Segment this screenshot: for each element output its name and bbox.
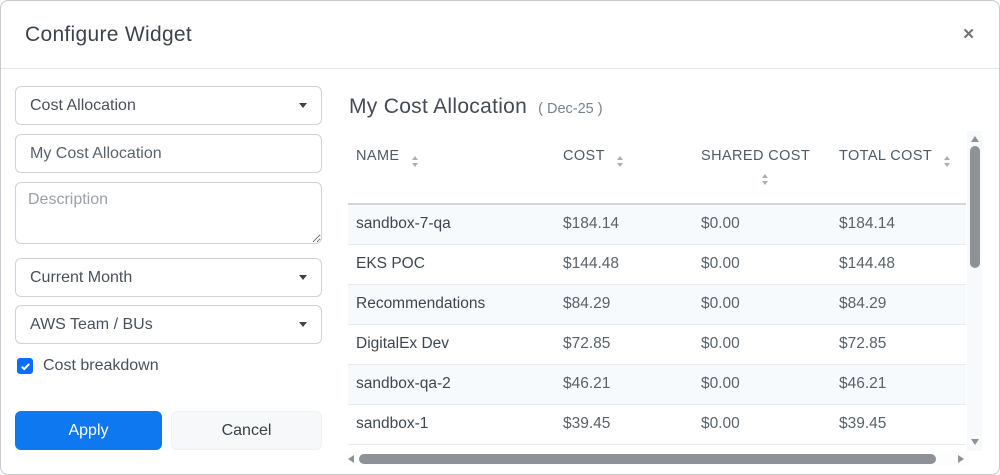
- widget-form: Cost Allocation Current Month AWS Team /…: [15, 86, 322, 450]
- cell-total_cost: $46.21: [831, 364, 966, 405]
- scroll-left-icon[interactable]: [348, 454, 354, 463]
- cell-shared_cost: $0.00: [693, 324, 831, 365]
- cell-shared_cost: $0.00: [693, 284, 831, 325]
- chevron-down-icon: [299, 103, 307, 108]
- cell-shared_cost: $0.00: [693, 404, 831, 445]
- check-icon: [20, 362, 30, 371]
- grouping-select[interactable]: AWS Team / BUs: [15, 305, 322, 344]
- scroll-right-icon[interactable]: [958, 454, 964, 463]
- sort-icon: [411, 156, 418, 167]
- table-row: sandbox-7-qa $184.14 $0.00 $184.14: [348, 204, 966, 245]
- cost-breakdown-checkbox[interactable]: Cost breakdown: [17, 357, 322, 375]
- table-row: DigitalEx Dev $72.85 $0.00 $72.85: [348, 324, 966, 365]
- cell-name: sandbox-qa-2: [348, 364, 555, 405]
- column-header-total-cost[interactable]: TOTAL COST: [831, 134, 966, 205]
- cell-shared_cost: $0.00: [693, 364, 831, 405]
- cost-breakdown-label: Cost breakdown: [43, 357, 159, 374]
- cell-name: EKS POC: [348, 244, 555, 285]
- dialog-actions: Apply Cancel: [15, 411, 322, 450]
- cell-total_cost: $72.85: [831, 324, 966, 365]
- cell-name: sandbox-1: [348, 404, 555, 445]
- checkbox-checked: [17, 358, 33, 374]
- cell-cost: $39.45: [555, 404, 693, 445]
- description-textarea[interactable]: [15, 182, 322, 244]
- preview-period-badge: ( Dec-25 ): [538, 101, 603, 117]
- cell-name: sandbox-7-qa: [348, 204, 555, 245]
- cell-total_cost: $84.29: [831, 284, 966, 325]
- apply-button[interactable]: Apply: [15, 411, 162, 450]
- scroll-up-icon[interactable]: [970, 136, 979, 142]
- cell-shared_cost: $0.00: [693, 244, 831, 285]
- period-value: Current Month: [30, 268, 133, 286]
- cell-cost: $144.48: [555, 244, 693, 285]
- cell-total_cost: $39.45: [831, 404, 966, 445]
- cell-cost: $46.21: [555, 364, 693, 405]
- widget-type-value: Cost Allocation: [30, 96, 136, 114]
- table-row: sandbox-1 $39.45 $0.00 $39.45: [348, 404, 966, 445]
- cell-name: Recommendations: [348, 284, 555, 325]
- column-header-name[interactable]: NAME: [348, 134, 555, 205]
- chevron-down-icon: [299, 275, 307, 280]
- table-header-row: NAME COST SHARED COST TOTAL COST: [348, 134, 966, 205]
- cell-cost: $184.14: [555, 204, 693, 245]
- cell-total_cost: $184.14: [831, 204, 966, 245]
- chevron-down-icon: [299, 322, 307, 327]
- cell-total_cost: $144.48: [831, 244, 966, 285]
- dialog-header: Configure Widget ✕: [1, 1, 999, 69]
- period-select[interactable]: Current Month: [15, 258, 322, 297]
- horizontal-scrollbar[interactable]: [345, 451, 969, 466]
- close-icon[interactable]: ✕: [958, 23, 979, 46]
- cell-name: DigitalEx Dev: [348, 324, 555, 365]
- preview-title: My Cost Allocation: [349, 95, 528, 118]
- cell-cost: $84.29: [555, 284, 693, 325]
- table-row: Recommendations $84.29 $0.00 $84.29: [348, 284, 966, 325]
- cancel-button[interactable]: Cancel: [171, 411, 322, 450]
- horizontal-scrollbar-thumb[interactable]: [359, 453, 936, 464]
- sort-icon: [944, 156, 951, 167]
- column-header-shared-cost[interactable]: SHARED COST: [693, 134, 831, 205]
- cell-cost: $72.85: [555, 324, 693, 365]
- vertical-scrollbar-thumb[interactable]: [969, 146, 980, 268]
- sort-icon: [617, 156, 624, 167]
- vertical-scrollbar[interactable]: [967, 131, 982, 451]
- preview-header: My Cost Allocation ( Dec-25 ): [349, 95, 603, 119]
- table-row: EKS POC $144.48 $0.00 $144.48: [348, 244, 966, 285]
- table-row: sandbox-qa-2 $46.21 $0.00 $46.21: [348, 364, 966, 405]
- cell-shared_cost: $0.00: [693, 204, 831, 245]
- widget-name-input[interactable]: [15, 134, 322, 173]
- widget-type-select[interactable]: Cost Allocation: [15, 86, 322, 125]
- column-header-cost[interactable]: COST: [555, 134, 693, 205]
- dialog-title: Configure Widget: [25, 22, 193, 46]
- scroll-down-icon[interactable]: [970, 439, 979, 445]
- cost-table-viewport: NAME COST SHARED COST TOTAL COST: [348, 134, 967, 451]
- sort-icon: [704, 174, 825, 185]
- cost-table-body: sandbox-7-qa $184.14 $0.00 $184.14 EKS POC $1…: [348, 204, 966, 445]
- grouping-value: AWS Team / BUs: [30, 315, 153, 333]
- cost-table: NAME COST SHARED COST TOTAL COST: [348, 134, 966, 445]
